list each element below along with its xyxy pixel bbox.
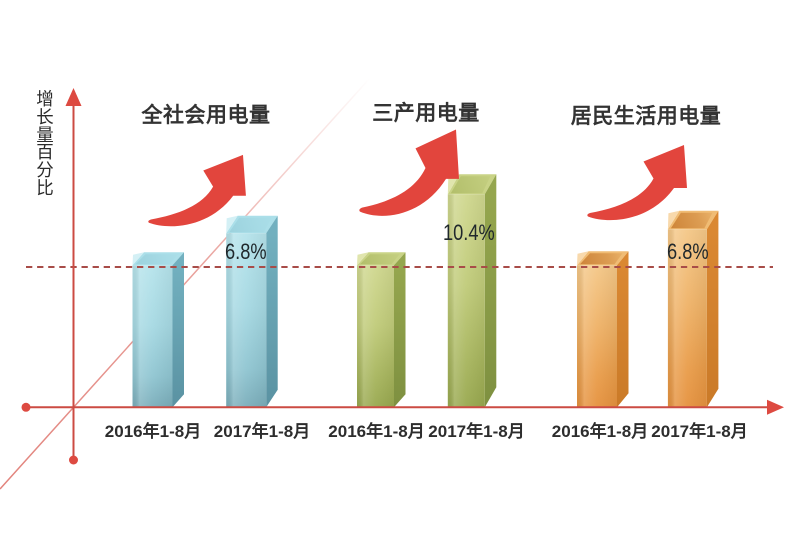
y-axis-title: 增长量百分比 bbox=[36, 89, 54, 198]
bar-3d-green-2016 bbox=[357, 252, 406, 408]
x-tick-total-2017: 2017年1-8月 bbox=[213, 421, 311, 441]
bar-top-inner-shade bbox=[580, 253, 623, 265]
bar-top-inner-shade bbox=[135, 254, 178, 265]
bar-top-fold-highlight bbox=[667, 210, 680, 230]
bar-side-face bbox=[617, 251, 629, 408]
bar-top-inner-shade bbox=[450, 176, 491, 194]
growth-value-tertiary: 10.4% bbox=[443, 220, 495, 245]
bar-top-inner-shade bbox=[229, 217, 272, 233]
bar-3d-green-2017 bbox=[447, 174, 497, 408]
bar-top-inner-shade bbox=[670, 212, 713, 229]
growth-arrow-residential-icon bbox=[587, 145, 687, 221]
bar-side-face bbox=[394, 252, 406, 408]
bar-top-fold-highlight bbox=[132, 252, 144, 266]
bar-side-face bbox=[172, 252, 184, 408]
group-title-residential-electricity: 居民生活用电量 bbox=[570, 105, 722, 128]
growth-arrow-tertiary-icon bbox=[359, 129, 459, 216]
x-axis-arrowhead-icon bbox=[767, 399, 784, 415]
bar-3d-teal-2016 bbox=[132, 252, 184, 408]
bar-side-face bbox=[706, 210, 719, 408]
x-tick-tertiary-2017: 2017年1-8月 bbox=[428, 421, 525, 441]
bar-top-fold-highlight bbox=[357, 252, 369, 266]
bar-side-face bbox=[266, 215, 278, 408]
x-axis-start-dot bbox=[21, 402, 31, 412]
bar-3d-teal-2017 bbox=[226, 215, 278, 408]
perspective-diagonal-line bbox=[0, 77, 371, 490]
curved-arrow-path bbox=[148, 154, 246, 227]
bar-top-fold-highlight bbox=[447, 174, 460, 195]
x-tick-residential-2016: 2016年1-8月 bbox=[551, 421, 649, 441]
curved-arrow-path bbox=[359, 129, 459, 216]
growth-arrow-total-icon bbox=[148, 154, 246, 227]
group-title-total-electricity: 全社会用电量 bbox=[141, 104, 271, 127]
x-tick-tertiary-2016: 2016年1-8月 bbox=[328, 421, 425, 441]
growth-value-total: 6.8% bbox=[225, 238, 267, 264]
x-tick-residential-2017: 2017年1-8月 bbox=[651, 421, 748, 441]
bar-front-sheen bbox=[132, 265, 173, 408]
bar-front-sheen bbox=[226, 233, 267, 408]
bar-front-sheen bbox=[577, 265, 617, 408]
x-tick-total-2016: 2016年1-8月 bbox=[104, 421, 202, 441]
bar-3d-orange-2016 bbox=[577, 251, 629, 408]
group-title-tertiary-electricity: 三产用电量 bbox=[372, 102, 480, 125]
bar-top-inner-shade bbox=[360, 254, 400, 265]
bar-top-fold-highlight bbox=[577, 251, 589, 266]
y-axis-end-dot bbox=[69, 455, 78, 465]
bar-3d-orange-2017 bbox=[667, 210, 719, 408]
curved-arrow-path bbox=[587, 145, 687, 221]
bar-front-sheen bbox=[357, 265, 394, 408]
y-axis-arrowhead-icon bbox=[65, 88, 82, 106]
bar-front-sheen bbox=[447, 194, 485, 408]
growth-value-residential: 6.8% bbox=[667, 238, 709, 264]
bar-front-sheen bbox=[667, 229, 707, 408]
bar-top-fold-highlight bbox=[226, 215, 238, 234]
bar-side-face bbox=[484, 174, 497, 408]
